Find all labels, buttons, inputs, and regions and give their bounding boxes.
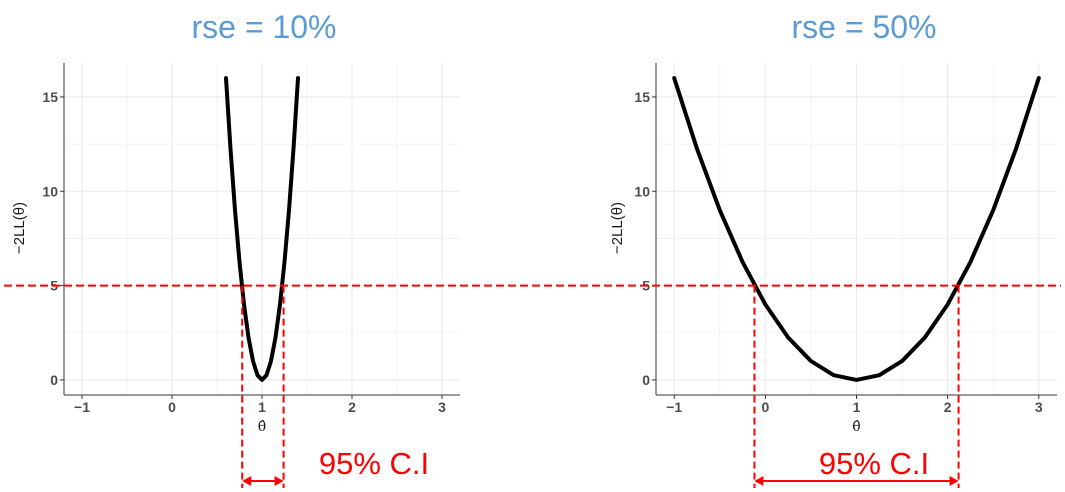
- left-panel: rse = 10%−10123051015−2LL(θ)θ̂95% C.I: [11, 9, 460, 488]
- likelihood-curve: [224, 76, 300, 382]
- ci-label: 95% C.I: [819, 446, 929, 481]
- y-tick-label: 0: [50, 372, 58, 388]
- right-panel: rse = 50%−10123051015−2LL(θ)θ̂95% C.I: [609, 9, 1057, 488]
- chart-title: rse = 50%: [792, 9, 937, 45]
- y-tick-label: 15: [634, 89, 650, 105]
- ci-arrow-head-right: [274, 476, 284, 486]
- x-tick-label: 1: [853, 399, 861, 415]
- theta-hat-label: θ̂: [258, 419, 266, 435]
- y-tick-label: 0: [642, 372, 650, 388]
- x-tick-label: 3: [438, 399, 446, 415]
- x-tick-label: 0: [168, 399, 176, 415]
- x-tick-label: −1: [74, 399, 90, 415]
- x-tick-label: 2: [348, 399, 356, 415]
- x-tick-label: −1: [666, 399, 682, 415]
- ci-arrow-head-right: [949, 476, 959, 486]
- ci-arrow-head-left: [242, 476, 252, 486]
- y-tick-label: 15: [42, 89, 58, 105]
- x-tick-label: 2: [944, 399, 952, 415]
- ci-label: 95% C.I: [319, 446, 429, 481]
- chart-title: rse = 10%: [192, 9, 337, 45]
- y-axis-label: −2LL(θ): [11, 202, 28, 254]
- x-tick-label: 0: [761, 399, 769, 415]
- y-tick-label: 10: [634, 183, 650, 199]
- ci-arrow-head-left: [754, 476, 764, 486]
- theta-hat-label: θ̂: [852, 419, 860, 435]
- gridlines: [656, 63, 1057, 395]
- gridlines: [64, 63, 460, 395]
- x-tick-label: 3: [1035, 399, 1043, 415]
- x-tick-label: 1: [258, 399, 266, 415]
- y-axis-label: −2LL(θ): [609, 202, 626, 254]
- likelihood-curve: [672, 76, 1041, 382]
- y-tick-label: 10: [42, 183, 58, 199]
